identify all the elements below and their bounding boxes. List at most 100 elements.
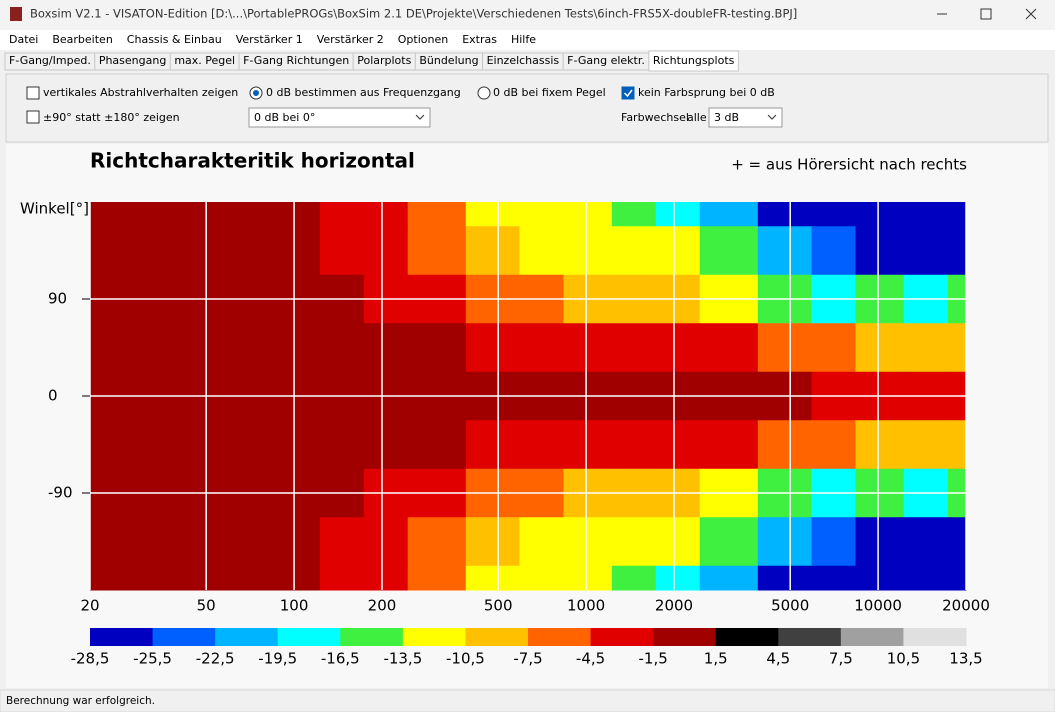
dropdown-value: 3 dB — [714, 111, 739, 124]
heatmap-cell — [855, 323, 905, 373]
checkbox-label: vertikales Abstrahlverhalten zeigen — [43, 86, 238, 99]
heatmap-cell — [655, 226, 701, 276]
checkbox[interactable] — [26, 86, 40, 100]
maximize-button[interactable] — [980, 8, 992, 20]
heatmap-cell — [947, 226, 967, 276]
heatmap-cell — [90, 565, 149, 591]
heatmap-cell — [519, 420, 564, 470]
tab-label: Phasengang — [99, 54, 167, 67]
radio-button[interactable] — [477, 86, 491, 100]
heatmap-cell — [90, 323, 149, 373]
colorbar-label: -25,5 — [133, 650, 172, 668]
x-tick-label: 2000 — [655, 597, 693, 615]
heatmap-cell — [90, 420, 149, 470]
heatmap-cell — [903, 420, 949, 470]
colorbar-label: 13,5 — [949, 650, 982, 668]
tab-label: Polarplots — [357, 54, 411, 67]
heatmap-cell — [811, 420, 856, 470]
colorbar-label: -19,5 — [258, 650, 297, 668]
colorbar-label: -1,5 — [639, 650, 668, 668]
heatmap-cell — [947, 420, 967, 470]
menu-item[interactable]: Chassis & Einbau — [127, 33, 222, 46]
colorbar-label: 7,5 — [829, 650, 853, 668]
heatmap-cell — [519, 226, 564, 276]
heatmap-cell — [811, 323, 856, 373]
checkbox-label: kein Farbsprung bei 0 dB — [638, 86, 775, 99]
heatmap-cell — [563, 420, 613, 470]
heatmap-cell — [855, 565, 905, 591]
heatmap-cell — [655, 323, 701, 373]
heatmap-cell — [563, 565, 613, 591]
colorbar-label: -10,5 — [446, 650, 485, 668]
colorbar-label: -4,5 — [576, 650, 605, 668]
tab-label: F-Gang Richtungen — [243, 54, 349, 67]
heatmap-cell — [855, 202, 905, 227]
tab-selected[interactable] — [648, 50, 739, 72]
menu-item[interactable]: Bearbeiten — [52, 33, 112, 46]
radio-dot — [253, 90, 259, 96]
x-tick-label: 100 — [280, 597, 309, 615]
heatmap-cell — [519, 517, 564, 567]
heatmap-cell — [699, 565, 759, 591]
menu-item[interactable]: Verstärker 2 — [317, 33, 384, 46]
checkbox-checked[interactable] — [621, 86, 635, 100]
dropdown[interactable] — [248, 107, 431, 128]
dropdown[interactable] — [708, 107, 783, 128]
heatmap-cell — [811, 517, 856, 567]
heatmap-cell — [611, 517, 657, 567]
checkbox-label: ±90° statt ±180° zeigen — [43, 111, 180, 124]
heatmap-cell — [611, 202, 657, 227]
dropdown-arrow — [415, 114, 425, 120]
heatmap-cell — [363, 323, 409, 373]
heatmap-cell — [148, 323, 251, 373]
tab-label: Richtungsplots — [653, 54, 735, 67]
menu-item[interactable]: Optionen — [398, 33, 448, 46]
colorbar-label: 1,5 — [704, 650, 728, 668]
heatmap-cell — [465, 226, 521, 276]
menu-item[interactable]: Verstärker 1 — [236, 33, 303, 46]
heatmap-cell — [407, 565, 467, 591]
heatmap-cell — [363, 226, 409, 276]
tab-label: F-Gang elektr. — [567, 54, 645, 67]
checkbox[interactable] — [26, 110, 40, 124]
colorbar-swatch — [715, 628, 779, 646]
heatmap-cell — [757, 323, 813, 373]
heatmap-cell — [148, 202, 251, 227]
colorbar-swatch — [277, 628, 341, 646]
menu-item[interactable]: Datei — [9, 33, 38, 46]
heatmap-cell — [757, 226, 813, 276]
heatmap-cell — [563, 323, 613, 373]
colorbar-label: -13,5 — [383, 650, 422, 668]
label: Farbwechsel — [621, 111, 689, 124]
colorbar-swatch — [152, 628, 216, 646]
menu-bar — [0, 30, 1055, 50]
heatmap-cell — [903, 517, 949, 567]
heatmap-cell — [699, 323, 759, 373]
heatmap-cell — [757, 420, 813, 470]
heatmap-cell — [363, 517, 409, 567]
y-tick-label: 90 — [48, 290, 67, 308]
dropdown-value: 0 dB bei 0° — [254, 111, 315, 124]
heatmap-cell — [611, 420, 657, 470]
heatmap-cell — [407, 420, 467, 470]
close-button[interactable] — [1025, 8, 1037, 20]
heatmap-cell — [250, 202, 321, 227]
heatmap-cell — [465, 565, 521, 591]
heatmap-cell — [319, 323, 365, 373]
heatmap-cell — [611, 565, 657, 591]
heatmap-cell — [250, 226, 321, 276]
x-tick-label: 20 — [80, 597, 99, 615]
colorbar-swatch — [528, 628, 592, 646]
colorbar-swatch — [903, 628, 967, 646]
heatmap-cell — [519, 565, 564, 591]
heatmap-cell — [519, 323, 564, 373]
menu-item[interactable]: Hilfe — [511, 33, 536, 46]
heatmap-cell — [519, 202, 564, 227]
heatmap-cell — [90, 202, 149, 227]
heatmap-cell — [655, 202, 701, 227]
menu-item[interactable]: Extras — [462, 33, 497, 46]
y-axis-label: Winkel[°] — [20, 200, 89, 218]
heatmap-cell — [465, 420, 521, 470]
heatmap-cell — [699, 202, 759, 227]
